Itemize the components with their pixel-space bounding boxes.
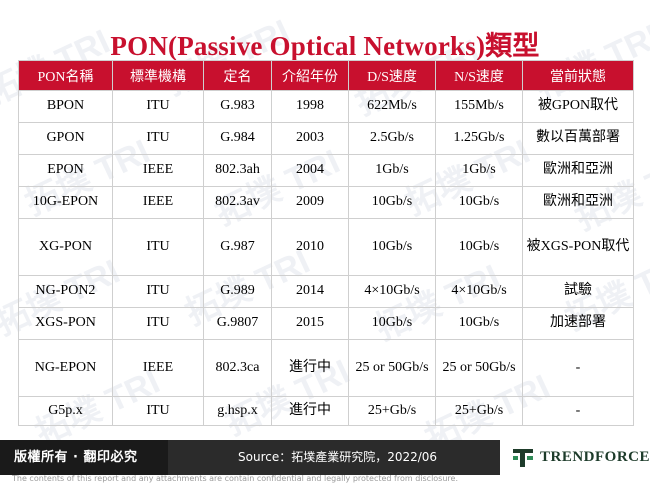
table-cell: 2010 bbox=[271, 218, 349, 276]
table-cell: - bbox=[522, 339, 634, 397]
table-cell: 試驗 bbox=[522, 275, 634, 308]
table-cell: 4×10Gb/s bbox=[435, 275, 523, 308]
table-cell: ITU bbox=[112, 218, 204, 276]
table-cell: NG-EPON bbox=[18, 339, 113, 397]
table-cell: 25 or 50Gb/s bbox=[435, 339, 523, 397]
table-cell: 25 or 50Gb/s bbox=[348, 339, 436, 397]
table-cell: 2.5Gb/s bbox=[348, 122, 436, 155]
table-cell: G.983 bbox=[203, 90, 272, 123]
column-header: 介紹年份 bbox=[271, 60, 349, 91]
table-cell: g.hsp.x bbox=[203, 396, 272, 426]
table-cell: 10G-EPON bbox=[18, 186, 113, 219]
table-cell: 歐洲和亞洲 bbox=[522, 154, 634, 187]
column-header: 標準機構 bbox=[112, 60, 204, 91]
table-cell: IEEE bbox=[112, 339, 204, 397]
column-header: D/S速度 bbox=[348, 60, 436, 91]
table-cell: G.987 bbox=[203, 218, 272, 276]
table-cell: 1Gb/s bbox=[348, 154, 436, 187]
table-cell: NG-PON2 bbox=[18, 275, 113, 308]
table-cell: 622Mb/s bbox=[348, 90, 436, 123]
column-header: 定名 bbox=[203, 60, 272, 91]
table-cell: 歐洲和亞洲 bbox=[522, 186, 634, 219]
table-row: GPON ITU G.984 2003 2.5Gb/s 1.25Gb/s 數以百… bbox=[18, 122, 634, 155]
pon-table: PON名稱 標準機構 定名 介紹年份 D/S速度 N/S速度 當前狀態 BPON… bbox=[18, 60, 634, 426]
table-cell: 10Gb/s bbox=[348, 186, 436, 219]
table-cell: ITU bbox=[112, 122, 204, 155]
table-cell: 802.3ca bbox=[203, 339, 272, 397]
table-cell: XG-PON bbox=[18, 218, 113, 276]
table-cell: 2014 bbox=[271, 275, 349, 308]
table-cell: XGS-PON bbox=[18, 307, 113, 340]
table-row: G5p.x ITU g.hsp.x 進行中 25+Gb/s 25+Gb/s - bbox=[18, 396, 634, 426]
table-cell: 1Gb/s bbox=[435, 154, 523, 187]
page-title: PON(Passive Optical Networks)類型 bbox=[110, 31, 540, 61]
table-row: XG-PON ITU G.987 2010 10Gb/s 10Gb/s 被XGS… bbox=[18, 218, 634, 276]
table-cell: 2015 bbox=[271, 307, 349, 340]
table-cell: 10Gb/s bbox=[348, 218, 436, 276]
table-row: XGS-PON ITU G.9807 2015 10Gb/s 10Gb/s 加速… bbox=[18, 307, 634, 340]
table-cell: - bbox=[522, 396, 634, 426]
table-cell: 25+Gb/s bbox=[435, 396, 523, 426]
source-note: Source：拓墣產業研究院，2022/06 bbox=[238, 450, 438, 464]
table-row: BPON ITU G.983 1998 622Mb/s 155Mb/s 被GPO… bbox=[18, 90, 634, 123]
table-cell: 802.3ah bbox=[203, 154, 272, 187]
table-row: EPON IEEE 802.3ah 2004 1Gb/s 1Gb/s 歐洲和亞洲 bbox=[18, 154, 634, 187]
table-cell: 進行中 bbox=[271, 339, 349, 397]
table-cell: 10Gb/s bbox=[435, 307, 523, 340]
table-cell: 802.3av bbox=[203, 186, 272, 219]
table-cell: 10Gb/s bbox=[348, 307, 436, 340]
table-cell: 2009 bbox=[271, 186, 349, 219]
trendforce-logo: TRENDFORCE bbox=[500, 440, 650, 475]
table-cell: G5p.x bbox=[18, 396, 113, 426]
table-cell: 進行中 bbox=[271, 396, 349, 426]
table-cell: EPON bbox=[18, 154, 113, 187]
table-cell: IEEE bbox=[112, 186, 204, 219]
table-cell: 2003 bbox=[271, 122, 349, 155]
table-cell: 2004 bbox=[271, 154, 349, 187]
column-header: N/S速度 bbox=[435, 60, 523, 91]
table-cell: 10Gb/s bbox=[435, 218, 523, 276]
copyright-notice: 版權所有 · 翻印必究 bbox=[0, 440, 168, 475]
table-cell: 155Mb/s bbox=[435, 90, 523, 123]
table-row: NG-EPON IEEE 802.3ca 進行中 25 or 50Gb/s 25… bbox=[18, 339, 634, 397]
brand-name: TRENDFORCE bbox=[539, 449, 650, 465]
table-row: NG-PON2 ITU G.989 2014 4×10Gb/s 4×10Gb/s… bbox=[18, 275, 634, 308]
table-cell: BPON bbox=[18, 90, 113, 123]
table-row: 10G-EPON IEEE 802.3av 2009 10Gb/s 10Gb/s… bbox=[18, 186, 634, 219]
table-cell: 加速部署 bbox=[522, 307, 634, 340]
column-header: PON名稱 bbox=[18, 60, 113, 91]
table-cell: G.984 bbox=[203, 122, 272, 155]
table-cell: IEEE bbox=[112, 154, 204, 187]
table-cell: 25+Gb/s bbox=[348, 396, 436, 426]
table-cell: 1.25Gb/s bbox=[435, 122, 523, 155]
table-cell: ITU bbox=[112, 90, 204, 123]
table-cell: GPON bbox=[18, 122, 113, 155]
column-header: 當前狀態 bbox=[522, 60, 634, 91]
table-cell: 10Gb/s bbox=[435, 186, 523, 219]
table-header-row: PON名稱 標準機構 定名 介紹年份 D/S速度 N/S速度 當前狀態 bbox=[18, 60, 634, 91]
table-cell: ITU bbox=[112, 275, 204, 308]
table-cell: 被XGS-PON取代 bbox=[522, 218, 634, 276]
table-cell: 1998 bbox=[271, 90, 349, 123]
table-cell: 被GPON取代 bbox=[522, 90, 634, 123]
table-cell: G.989 bbox=[203, 275, 272, 308]
disclaimer-text: The contents of this report and any atta… bbox=[12, 474, 458, 483]
table-cell: ITU bbox=[112, 396, 204, 426]
table-cell: ITU bbox=[112, 307, 204, 340]
table-cell: G.9807 bbox=[203, 307, 272, 340]
trendforce-logo-icon bbox=[512, 448, 533, 467]
table-cell: 數以百萬部署 bbox=[522, 122, 634, 155]
footer-bar: 版權所有 · 翻印必究 Source：拓墣產業研究院，2022/06 TREND… bbox=[0, 440, 650, 475]
table-cell: 4×10Gb/s bbox=[348, 275, 436, 308]
